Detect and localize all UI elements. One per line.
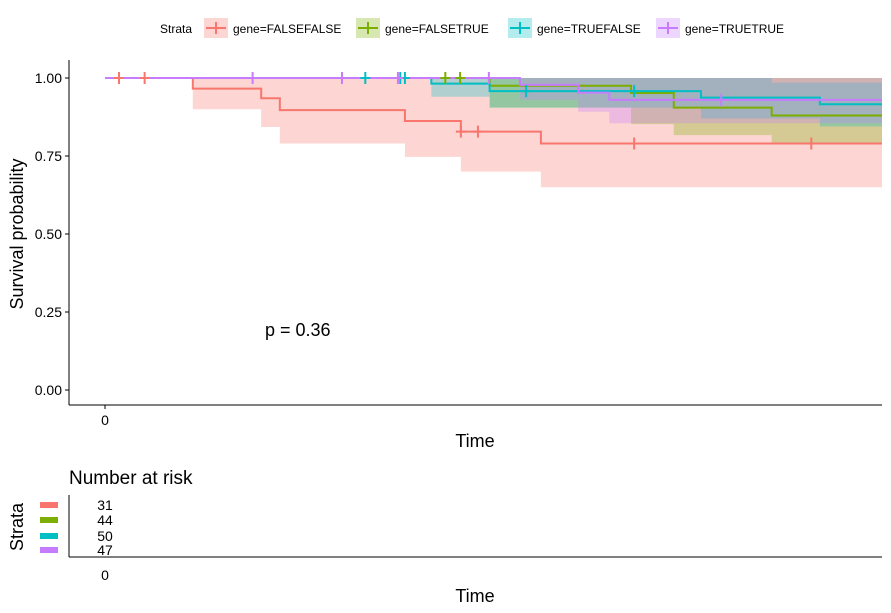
y-tick-label: 1.00 <box>35 70 62 86</box>
risk-count: 44 <box>97 512 113 528</box>
legend-key-line <box>658 22 678 34</box>
legend-key-line <box>510 22 530 34</box>
risk-x-tick-label: 0 <box>101 567 109 583</box>
y-tick-label: 0.50 <box>35 226 62 242</box>
legend: Strata gene=FALSEFALSE gene=FALSETRUE gene… <box>160 18 784 38</box>
legend-key-line <box>358 22 378 34</box>
y-tick-label: 0.25 <box>35 304 62 320</box>
x-tick-label: 0 <box>101 412 109 428</box>
censor-mark <box>629 85 640 98</box>
survival-curve <box>105 77 882 106</box>
confidence-band <box>105 78 882 124</box>
censor-mark <box>716 93 727 106</box>
censor-mark <box>455 72 466 84</box>
legend-label: gene=TRUETRUE <box>685 22 784 36</box>
confidence-band <box>105 78 882 144</box>
censor-mark <box>629 137 640 150</box>
survival-curve <box>105 77 882 145</box>
censor-mark <box>440 72 451 84</box>
legend-key-line <box>206 22 226 34</box>
legend-label: gene=FALSEFALSE <box>233 22 341 36</box>
censor-mark <box>360 72 371 84</box>
y-tick-label: 0.00 <box>35 382 62 398</box>
survival-curve <box>105 77 882 101</box>
p-value-annotation: p = 0.36 <box>265 320 331 340</box>
risk-strata-key <box>40 517 58 523</box>
y-tick-label: 0.75 <box>35 148 62 164</box>
risk-count: 50 <box>97 528 113 544</box>
legend-title: Strata <box>160 22 192 36</box>
risk-x-label: Time <box>455 586 494 606</box>
y-axis-label: Survival probability <box>7 158 27 309</box>
risk-strata-key <box>40 533 58 539</box>
censor-mark <box>139 72 150 84</box>
censor-mark <box>113 72 124 84</box>
risk-count: 47 <box>97 542 113 558</box>
censor-mark <box>336 72 347 84</box>
censor-mark <box>392 72 403 84</box>
risk-y-label: Strata <box>7 502 27 551</box>
legend-label: gene=TRUEFALSE <box>537 22 641 36</box>
censor-mark <box>455 125 466 138</box>
risk-strata-key <box>40 547 58 553</box>
censor-mark <box>472 125 483 138</box>
censor-mark <box>247 72 258 84</box>
risk-strata-key <box>40 502 58 508</box>
legend-label: gene=FALSETRUE <box>385 22 489 36</box>
confidence-band <box>105 78 882 127</box>
censor-mark <box>483 72 494 84</box>
risk-count: 31 <box>97 497 113 513</box>
censor-mark <box>521 85 532 98</box>
x-axis-label: Time <box>455 431 494 451</box>
censor-mark <box>806 137 817 150</box>
risk-table-title: Number at risk <box>69 468 193 489</box>
